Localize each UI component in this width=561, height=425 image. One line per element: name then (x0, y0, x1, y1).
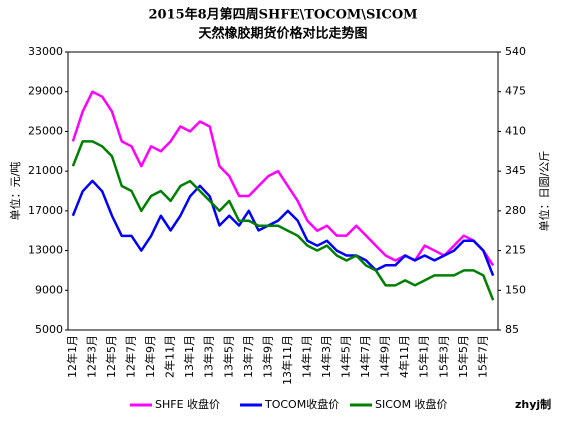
x-tick-label: 15年7月 (475, 335, 489, 378)
y2-tick-label: 345 (505, 164, 526, 177)
series-line (71, 90, 495, 267)
x-tick-label: 13年7月 (241, 335, 255, 378)
y2-tick-label: 150 (505, 283, 526, 296)
legend-label: SHFE 收盘价 (155, 397, 220, 411)
y-tick-label: 17000 (28, 204, 63, 217)
y2-axis-label: 单位：日圆/公斤 (537, 151, 551, 232)
x-tick-label: 14年7月 (358, 335, 372, 378)
x-tick-label: 13年11月 (280, 335, 294, 385)
x-tick-label: 15年3月 (436, 335, 450, 378)
x-tick-label: 13年9月 (260, 335, 274, 378)
x-tick-label: 12年1月 (65, 335, 79, 378)
legend-label: TOCOM收盘价 (264, 397, 339, 411)
x-tick-label: 14年1月 (299, 335, 313, 378)
x-tick-label: 12年5月 (104, 335, 118, 378)
y-axis-label: 单位：元/吨 (8, 162, 22, 221)
y-tick-label: 13000 (28, 244, 63, 257)
chart-title: 2015年8月第四周SHFE\TOCOM\SICOM (148, 7, 417, 23)
y-tick-label: 5000 (35, 323, 63, 336)
y2-tick-label: 410 (505, 124, 526, 137)
y2-tick-label: 475 (505, 85, 526, 98)
y-tick-label: 21000 (28, 164, 63, 177)
y-tick-label: 25000 (28, 124, 63, 137)
y2-tick-label: 85 (505, 323, 519, 336)
series-line (71, 179, 495, 277)
x-tick-label: 13年5月 (221, 335, 235, 378)
y2-tick-label: 540 (505, 45, 526, 58)
x-tick-label: 14年5月 (339, 335, 353, 378)
x-tick-label: 14年3月 (319, 335, 333, 378)
plot-frame (67, 51, 499, 331)
series-line (71, 140, 495, 301)
y-tick-label: 9000 (35, 283, 63, 296)
x-tick-label: 13年1月 (182, 335, 196, 378)
y-tick-label: 29000 (28, 85, 63, 98)
chart-subtitle: 天然橡胶期货价格对比走势图 (198, 26, 367, 42)
x-tick-label: 15年5月 (456, 335, 470, 378)
x-tick-label: 12年7月 (124, 335, 138, 378)
x-tick-label: 14年9月 (378, 335, 392, 378)
credit: zhyj制 (515, 397, 551, 411)
y2-tick-label: 280 (505, 204, 526, 217)
x-tick-label: 13年3月 (202, 335, 216, 378)
x-tick-label: 4年11月 (397, 335, 411, 378)
y-tick-label: 33000 (28, 45, 63, 58)
y2-tick-label: 215 (505, 244, 526, 257)
x-tick-label: 2年11月 (163, 335, 177, 378)
x-tick-label: 12年9月 (143, 335, 157, 378)
x-tick-label: 15年1月 (417, 335, 431, 378)
legend-label: SICOM 收盘价 (375, 397, 448, 411)
x-tick-label: 12年3月 (84, 335, 98, 378)
